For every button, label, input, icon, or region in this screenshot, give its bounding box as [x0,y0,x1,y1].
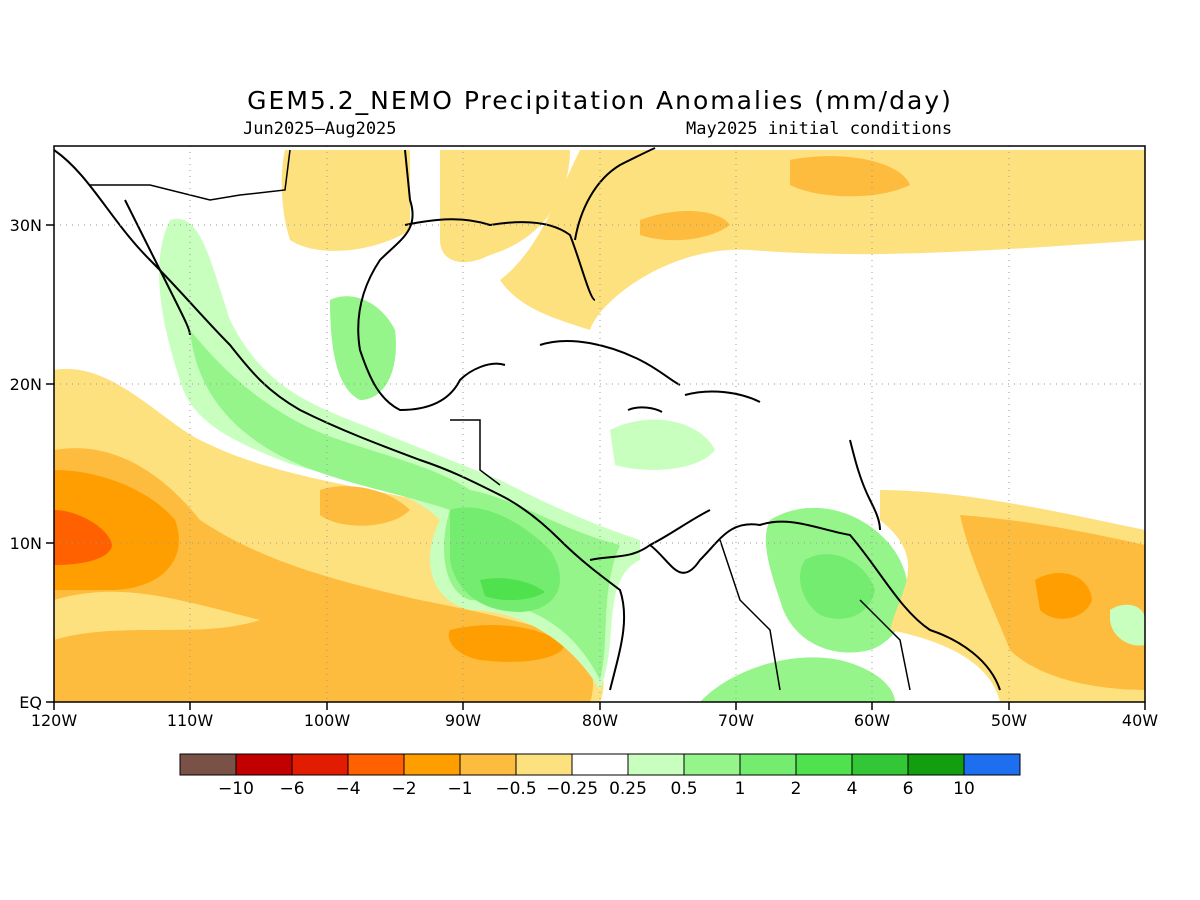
hispaniola [684,390,761,403]
colorbar-label: 6 [903,779,914,799]
lon-tick-label: 90W [445,711,481,730]
colorbar-swatch [515,753,573,776]
jamaica [627,406,663,413]
south-america-north-coast [649,520,1001,691]
colorbar-swatch [347,753,405,776]
atlantic-dry-core [790,156,910,197]
colorbar-swatch [403,753,461,776]
guatemala-border [450,419,501,486]
gulf-coast [357,149,506,412]
colorbar-swatch [291,753,349,776]
lat-tick-label: 20N [10,375,42,394]
forecast-period: Jun2025–Aug2025 [243,119,397,139]
south-america-wet-core [800,554,875,619]
initial-conditions: May2025 initial conditions [686,119,953,139]
us-north-dry [281,150,410,251]
colorbar-label: −1 [447,779,472,799]
baja-california [124,199,191,336]
colorbar-label: −0.5 [495,779,536,799]
gulf-wet-patch [330,296,396,400]
colorbar-swatch [963,753,1021,776]
colorbar-swatch [795,753,853,776]
atlantic-wet-spot [1110,604,1145,646]
colorbar-swatch [739,753,797,776]
colorbar-label: 10 [953,779,975,799]
colorbar-swatch [235,753,293,776]
lat-tick-labels: EQ 10N 20N 30N [10,216,42,712]
colorbar-labels: −10 −6 −4 −2 −1 −0.5 −0.25 0.25 0.5 1 2 4 6 10 [218,779,975,799]
colorbar-label: 2 [791,779,802,799]
colorbar-swatch [851,753,909,776]
lat-tick-label: EQ [19,693,42,712]
lon-tick-labels: 120W 110W 100W 90W 80W 70W 60W 50W 40W [31,711,1158,730]
colorbar-label: 1 [735,779,746,799]
axis-ticks [46,224,1146,710]
atlantic-dry-band [500,150,1145,330]
colorbar-label: −0.25 [546,779,598,799]
colorbar-label: −10 [218,779,254,799]
colorbar-label: −2 [391,779,416,799]
us-gulf-coast [404,218,596,301]
atlantic-dry-core-2 [640,210,730,241]
lon-tick-label: 110W [167,711,214,730]
us-atlantic-coast [574,147,656,241]
anomaly-field [54,150,1145,702]
lesser-antilles [849,439,881,531]
map-title: GEM5.2_NEMO Precipitation Anomalies (mm/… [247,86,953,115]
colorbar-label: −4 [335,779,360,799]
lon-tick-label: 50W [991,711,1027,730]
colombia-venezuela-border [719,539,781,691]
lat-tick-label: 30N [10,216,42,235]
colorbar-swatch [179,753,237,776]
pacific-orange-lobe [448,625,565,662]
pacific-yellow-lobe [320,486,410,526]
colorbar-label: 0.5 [670,779,697,799]
colorbar [179,753,1021,776]
equatorial-atlantic-dry-max [1035,572,1092,619]
country-borders [90,149,911,691]
us-mexico-border [90,149,291,201]
lon-tick-label: 40W [1122,711,1158,730]
colorbar-label: 4 [847,779,858,799]
mexico-pacific-coast [54,149,626,691]
lon-tick-label: 60W [854,711,890,730]
pacific-dry-peak [54,510,112,565]
coastlines [54,147,1001,691]
lat-tick-label: 10N [10,534,42,553]
colorbar-swatch [683,753,741,776]
guyana-border [859,599,911,691]
cuba [539,339,681,386]
lon-tick-label: 100W [304,711,351,730]
colorbar-swatch [459,753,517,776]
colorbar-label: −6 [279,779,304,799]
amazon-wet-strip [700,657,895,702]
colorbar-label: 0.25 [609,779,647,799]
colorbar-swatch [627,753,685,776]
lon-tick-label: 120W [31,711,78,730]
colorbar-swatch [571,753,629,776]
lon-tick-label: 70W [718,711,754,730]
caribbean-wet-patch [610,419,715,470]
colorbar-swatch [907,753,965,776]
southeast-us-dry [440,150,570,263]
central-america-wet-peak [480,578,545,601]
lon-tick-label: 80W [582,711,618,730]
